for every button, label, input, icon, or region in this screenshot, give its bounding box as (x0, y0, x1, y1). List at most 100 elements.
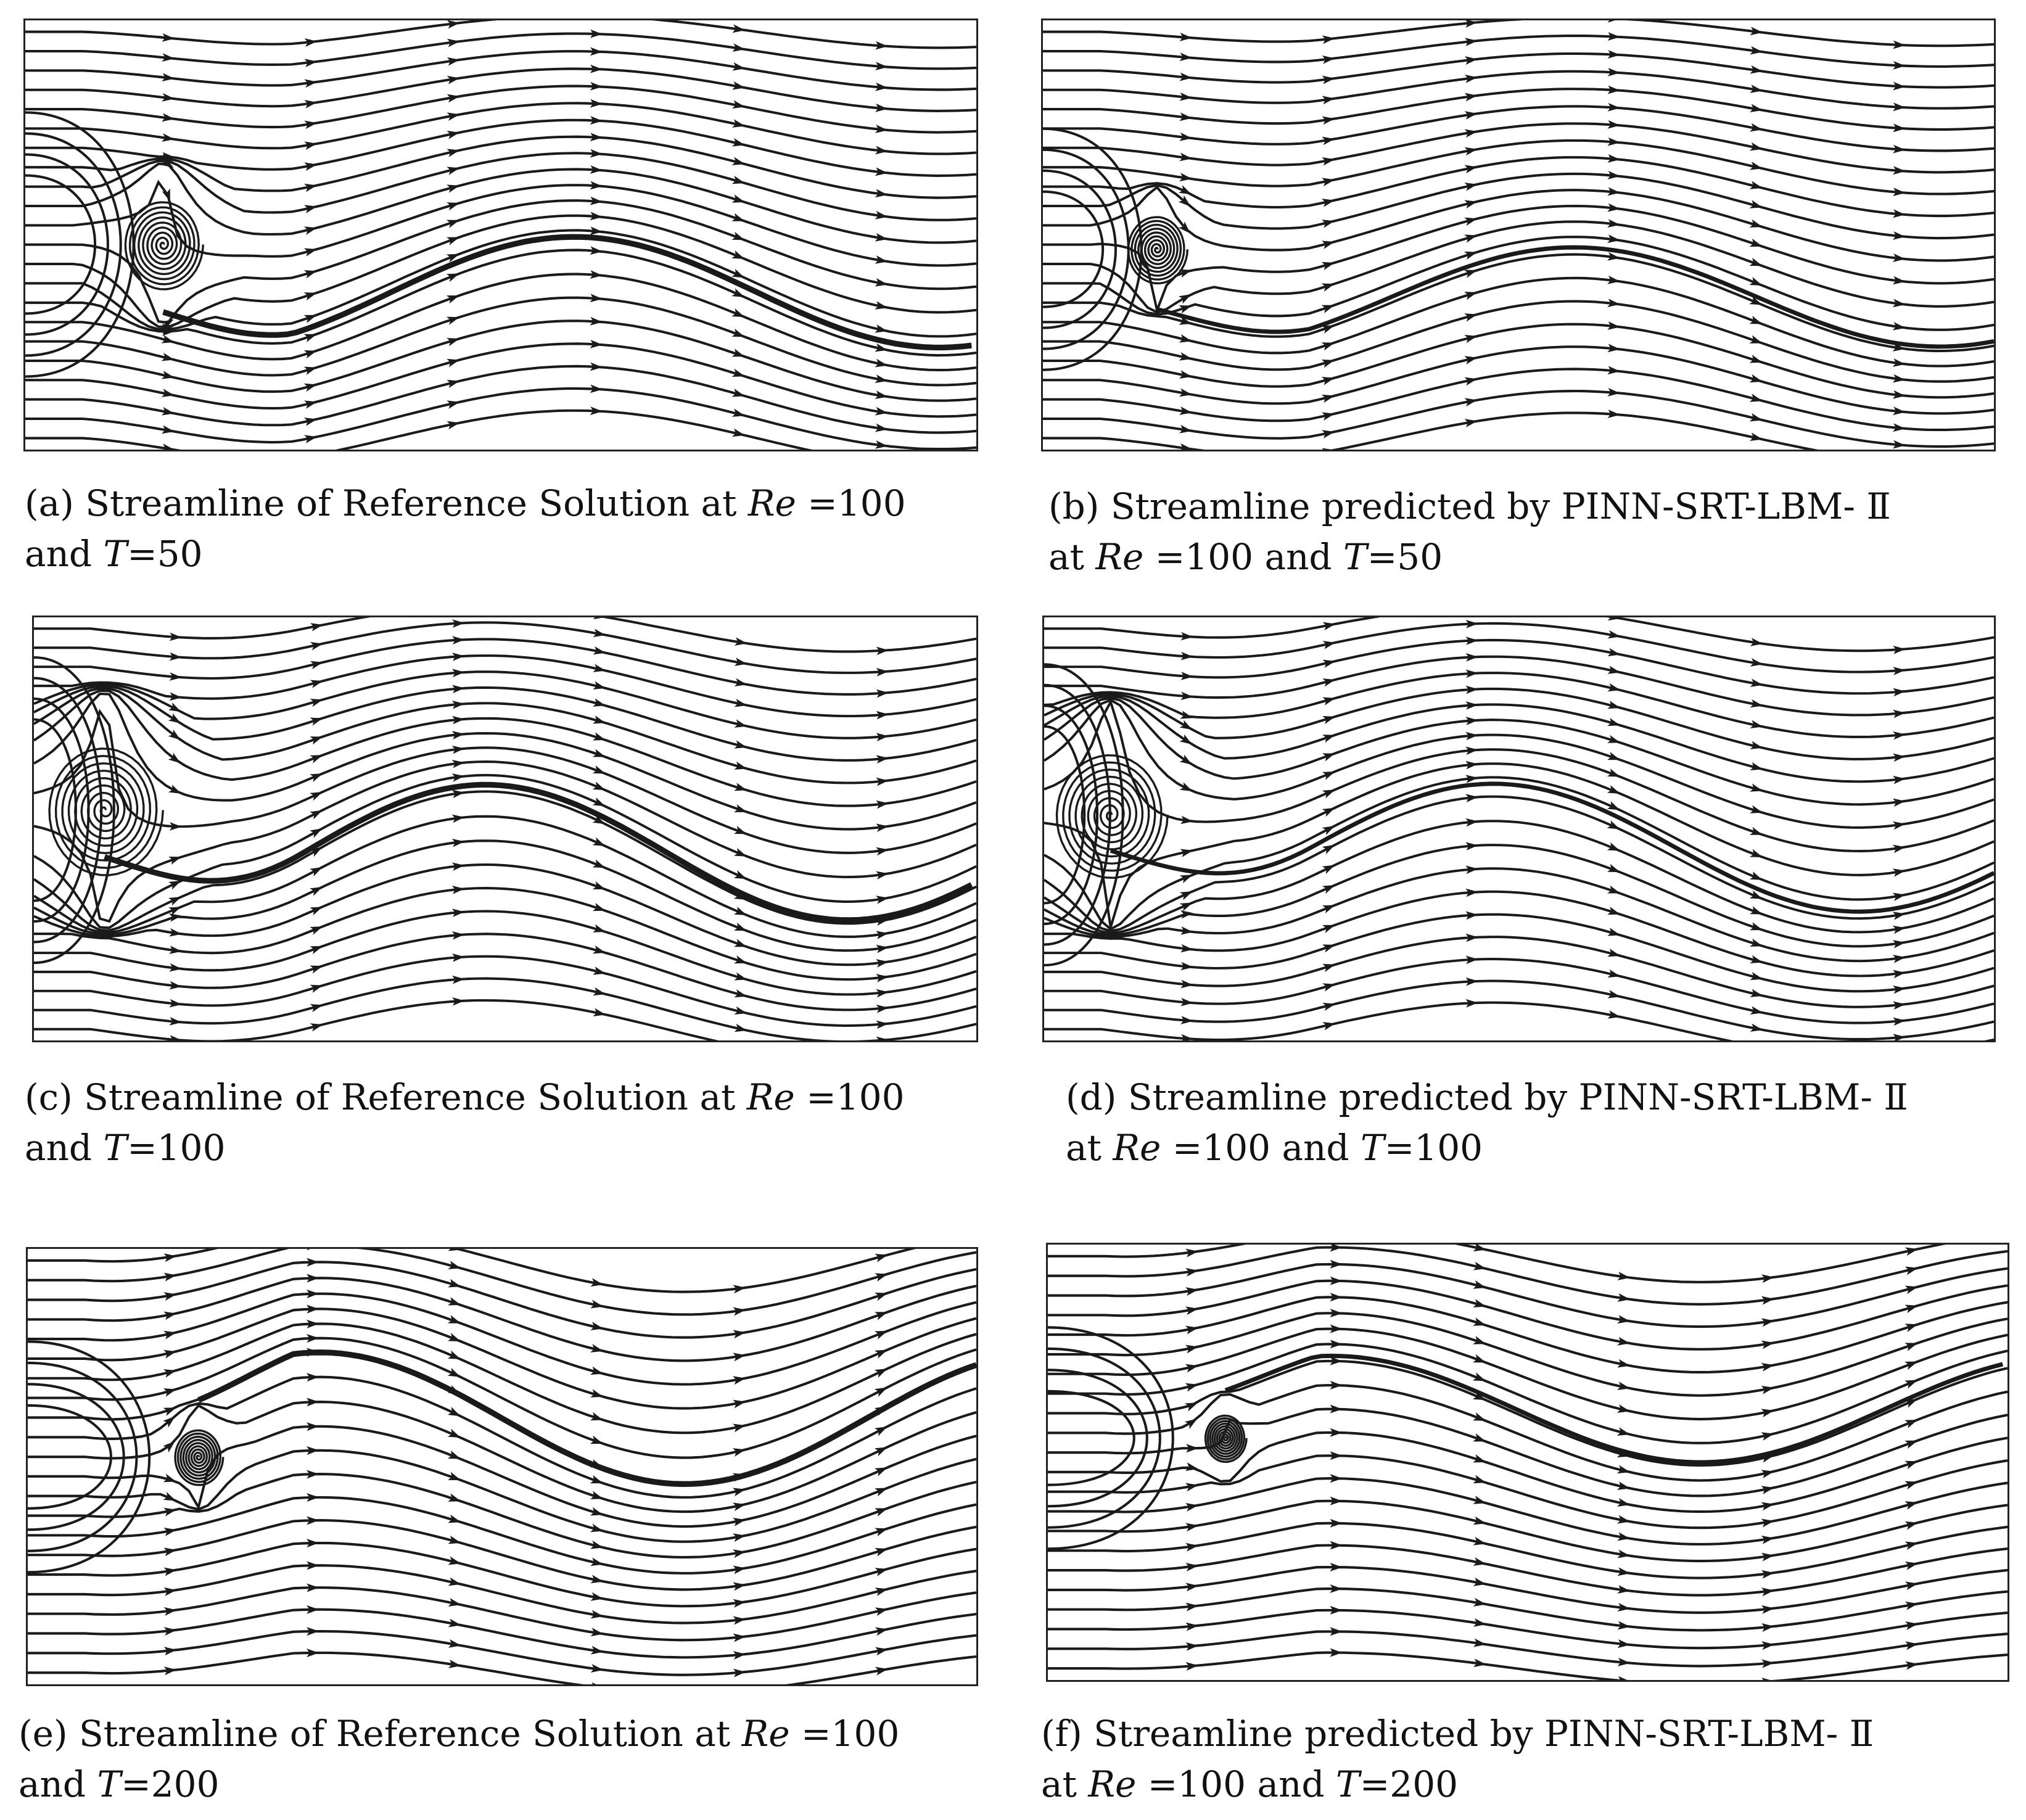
flow-arrow-icon (1330, 1293, 1343, 1302)
flow-arrow-icon (1749, 296, 1763, 305)
flow-arrow-icon (1330, 1518, 1343, 1528)
flow-arrow-icon (448, 1493, 461, 1502)
streamline (25, 342, 976, 418)
flow-arrow-icon (1179, 424, 1192, 434)
flow-arrow-icon (163, 1349, 177, 1359)
flow-arrow-icon (734, 637, 747, 646)
flow-arrow-icon (1607, 820, 1620, 830)
flow-arrow-icon (310, 642, 323, 651)
streamline (28, 1608, 976, 1659)
flow-arrow-icon (733, 1307, 746, 1316)
flow-arrow-icon (448, 1598, 461, 1607)
flow-arrow-icon (1464, 270, 1478, 278)
flow-arrow-icon (1322, 983, 1336, 992)
flow-arrow-icon (1905, 1343, 1918, 1351)
recirculation-loop (1044, 663, 1124, 967)
recirculation-loop (28, 1361, 138, 1552)
flow-arrow-icon (1473, 1638, 1486, 1647)
flow-arrow-icon (1905, 1601, 1919, 1610)
flow-arrow-icon (1607, 735, 1621, 743)
flow-arrow-icon (448, 1535, 461, 1544)
flow-arrow-icon (731, 389, 745, 397)
streamline (1043, 276, 1994, 368)
flow-arrow-icon (731, 348, 745, 357)
streamline (1043, 156, 1994, 218)
flow-arrow-icon (1761, 1318, 1774, 1327)
flow-arrow-icon (875, 1647, 888, 1656)
streamline (28, 1496, 976, 1575)
flow-arrow-icon (1185, 1383, 1198, 1392)
flow-arrow-icon (169, 632, 182, 641)
flow-arrow-icon (1330, 1309, 1343, 1318)
flow-arrow-icon (733, 1668, 746, 1678)
streamline (1044, 936, 1994, 1008)
flow-arrow-icon (1750, 123, 1763, 132)
flow-arrow-icon (734, 698, 747, 707)
flow-arrow-icon (447, 1350, 461, 1360)
flow-arrow-icon (1179, 406, 1192, 415)
streamline (25, 387, 976, 450)
caption-f-line2: at Re =100 and T=200 (1041, 1763, 1459, 1805)
flow-arrow-icon (875, 324, 888, 333)
flow-arrow-icon (875, 1548, 888, 1557)
flow-arrow-icon (306, 1422, 319, 1431)
recirculation-loop (1043, 190, 1105, 308)
streamline (1048, 1359, 2007, 1467)
flow-arrow-icon (169, 652, 182, 661)
flow-arrow-icon (304, 141, 318, 150)
streamline (28, 1586, 976, 1642)
streamline (28, 1307, 976, 1410)
flow-arrow-icon (451, 669, 465, 678)
flow-arrow-icon (1322, 659, 1336, 669)
flow-arrow-icon (876, 974, 889, 982)
flow-arrow-icon (447, 400, 460, 409)
flow-arrow-icon (1607, 885, 1621, 894)
flow-arrow-icon (1465, 794, 1478, 802)
streamline (1043, 204, 1994, 315)
flow-arrow-icon (1185, 1462, 1199, 1471)
flow-arrow-icon (1750, 84, 1763, 93)
flow-arrow-icon (1464, 74, 1478, 83)
flow-arrow-icon (169, 1017, 182, 1026)
flow-arrow-icon (446, 220, 460, 228)
flow-arrow-icon (163, 1272, 177, 1282)
flow-arrow-icon (162, 327, 175, 336)
flow-arrow-icon (1905, 1541, 1919, 1550)
streamline (25, 50, 976, 91)
flow-arrow-icon (168, 752, 181, 764)
flow-arrow-icon (876, 1004, 889, 1013)
flow-arrow-icon (733, 1650, 746, 1660)
streamline (1048, 1343, 2007, 1444)
flow-arrow-icon (590, 362, 603, 371)
flow-arrow-icon (874, 1369, 887, 1378)
streamline (34, 760, 976, 923)
flow-arrow-icon (592, 749, 606, 757)
flow-arrow-icon (1617, 1585, 1631, 1594)
flow-arrow-icon (163, 1253, 177, 1262)
flow-arrow-icon (304, 59, 318, 68)
flow-arrow-icon (734, 761, 747, 770)
shear-layer-line (1224, 1353, 2004, 1465)
flow-arrow-icon (590, 1366, 604, 1375)
flow-arrow-icon (1607, 949, 1621, 957)
flow-arrow-icon (1892, 253, 1906, 262)
flow-arrow-icon (1179, 734, 1193, 745)
flow-arrow-icon (1321, 220, 1335, 228)
streamline (28, 1375, 976, 1499)
flow-arrow-icon (1330, 1428, 1343, 1437)
flow-arrow-icon (1180, 849, 1193, 857)
flow-arrow-icon (1761, 1385, 1774, 1394)
flow-arrow-icon (1473, 1516, 1486, 1525)
flow-arrow-icon (876, 1020, 889, 1029)
streamline (1048, 1566, 2007, 1614)
flow-arrow-icon (1761, 1409, 1774, 1418)
flow-arrow-icon (1893, 187, 1906, 197)
flow-arrow-icon (1180, 997, 1193, 1007)
recirculation-loop (1043, 169, 1117, 329)
flow-arrow-icon (1893, 688, 1906, 697)
flow-arrow-icon (161, 406, 175, 416)
flow-arrow-icon (875, 1349, 888, 1359)
flow-arrow-icon (1607, 683, 1621, 692)
streamline (1044, 617, 1994, 653)
streamline (28, 1277, 976, 1362)
